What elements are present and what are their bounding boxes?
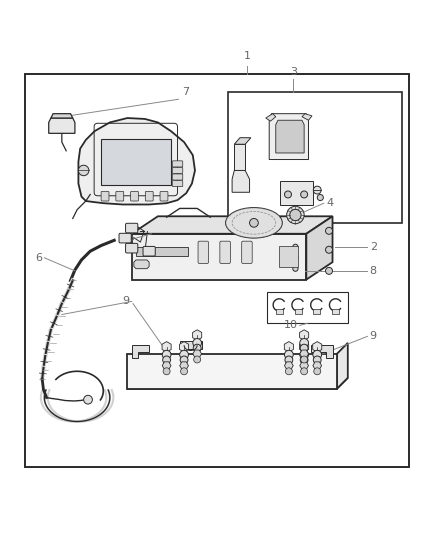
Circle shape (180, 368, 187, 375)
FancyBboxPatch shape (119, 233, 131, 243)
Circle shape (78, 165, 89, 176)
Text: 9: 9 (370, 332, 377, 341)
FancyBboxPatch shape (101, 191, 109, 201)
Text: 6: 6 (35, 253, 42, 263)
Circle shape (285, 350, 293, 359)
Bar (267, 292, 348, 323)
Text: 4: 4 (326, 198, 333, 208)
Circle shape (163, 368, 170, 375)
Circle shape (180, 356, 188, 364)
Bar (136, 247, 188, 256)
FancyBboxPatch shape (126, 223, 138, 233)
Text: 9: 9 (122, 296, 130, 306)
Circle shape (162, 350, 171, 359)
Polygon shape (132, 345, 149, 358)
Polygon shape (51, 114, 73, 118)
Circle shape (293, 266, 298, 271)
Circle shape (293, 255, 298, 261)
Text: 2: 2 (370, 242, 377, 252)
Bar (294, 309, 301, 313)
Circle shape (325, 268, 332, 274)
FancyBboxPatch shape (126, 244, 138, 253)
Polygon shape (232, 171, 250, 192)
Text: 1: 1 (244, 51, 251, 61)
Polygon shape (280, 181, 313, 205)
Circle shape (194, 356, 201, 363)
FancyBboxPatch shape (143, 246, 155, 256)
FancyBboxPatch shape (131, 191, 138, 201)
Circle shape (193, 344, 201, 352)
FancyBboxPatch shape (172, 174, 183, 180)
Circle shape (300, 356, 307, 363)
FancyBboxPatch shape (242, 241, 252, 263)
Polygon shape (49, 118, 75, 133)
Circle shape (162, 356, 170, 364)
Polygon shape (132, 234, 306, 280)
Circle shape (293, 244, 298, 249)
Polygon shape (234, 138, 251, 144)
Polygon shape (78, 118, 195, 205)
Circle shape (300, 356, 308, 364)
Bar (313, 309, 320, 313)
Polygon shape (134, 260, 149, 269)
Circle shape (317, 195, 323, 200)
Polygon shape (234, 144, 245, 171)
Polygon shape (276, 120, 304, 153)
Circle shape (290, 209, 301, 221)
Circle shape (314, 368, 321, 375)
Circle shape (313, 350, 321, 359)
FancyBboxPatch shape (172, 181, 183, 187)
Polygon shape (127, 354, 337, 389)
Polygon shape (180, 341, 201, 350)
Circle shape (250, 219, 258, 227)
Bar (228, 92, 403, 223)
Circle shape (286, 368, 292, 375)
FancyBboxPatch shape (198, 241, 208, 263)
Text: 7: 7 (182, 87, 189, 97)
Circle shape (84, 395, 92, 404)
Circle shape (285, 356, 293, 364)
Circle shape (300, 350, 308, 359)
FancyBboxPatch shape (172, 167, 183, 174)
Text: 5: 5 (127, 233, 134, 243)
Circle shape (313, 356, 321, 364)
FancyBboxPatch shape (145, 191, 153, 201)
Ellipse shape (226, 207, 283, 238)
Circle shape (180, 350, 188, 359)
Circle shape (285, 191, 291, 198)
FancyBboxPatch shape (220, 241, 230, 263)
Circle shape (300, 191, 307, 198)
Polygon shape (127, 378, 348, 389)
Bar (25, 75, 409, 467)
Circle shape (325, 246, 332, 253)
Polygon shape (269, 114, 308, 159)
Polygon shape (132, 216, 332, 234)
FancyBboxPatch shape (116, 191, 124, 201)
Circle shape (325, 228, 332, 235)
FancyBboxPatch shape (279, 246, 298, 268)
FancyBboxPatch shape (172, 161, 183, 167)
Circle shape (300, 338, 308, 348)
Text: 10: 10 (283, 320, 297, 330)
Bar (276, 309, 283, 313)
Circle shape (300, 368, 307, 375)
Text: 8: 8 (370, 266, 377, 276)
Text: 3: 3 (290, 67, 297, 77)
FancyBboxPatch shape (101, 139, 171, 185)
Polygon shape (311, 345, 332, 358)
Polygon shape (302, 114, 312, 120)
Polygon shape (266, 114, 276, 121)
Circle shape (300, 344, 308, 352)
Bar (332, 309, 339, 313)
Circle shape (313, 186, 321, 194)
Circle shape (193, 338, 201, 348)
FancyBboxPatch shape (160, 191, 168, 201)
Circle shape (287, 206, 304, 224)
Polygon shape (337, 343, 348, 389)
Polygon shape (306, 216, 332, 280)
